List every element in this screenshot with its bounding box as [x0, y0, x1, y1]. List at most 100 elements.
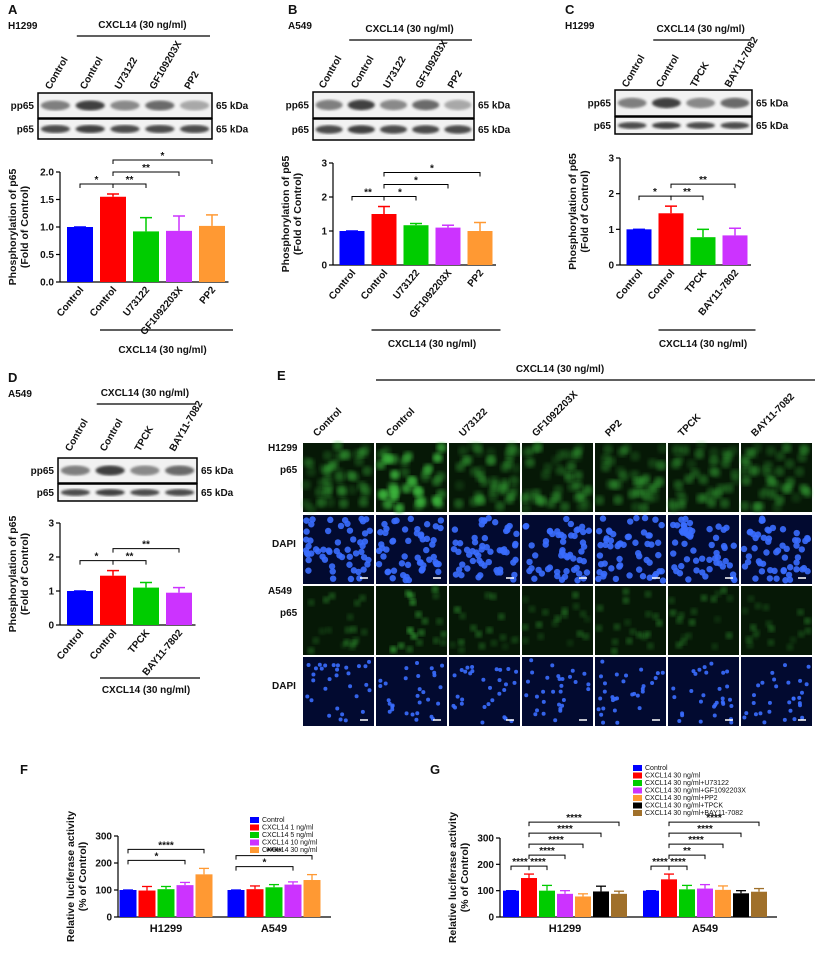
nucleus	[706, 556, 713, 563]
bar	[539, 890, 555, 917]
cell	[622, 588, 630, 596]
nucleus	[721, 544, 728, 552]
x-tick-label: TPCK	[683, 267, 709, 296]
nucleus	[337, 522, 345, 530]
nucleus	[432, 670, 437, 675]
nucleus	[323, 686, 328, 691]
cell	[301, 456, 312, 467]
nucleus	[402, 576, 409, 584]
nucleus	[475, 552, 482, 559]
nucleus	[693, 567, 700, 574]
x-tick-label: PP2	[466, 268, 487, 290]
nucleus	[626, 572, 633, 579]
significance-label: ****	[652, 857, 668, 868]
blot-size-label: 65 kDa	[201, 488, 234, 499]
blot-size-label: 65 kDa	[216, 125, 249, 136]
nucleus	[426, 697, 431, 702]
nucleus	[595, 575, 602, 583]
cell	[551, 619, 559, 627]
error-bar	[736, 890, 746, 894]
nucleus	[655, 671, 660, 676]
nucleus	[323, 663, 328, 668]
cell	[571, 591, 579, 599]
nucleus	[390, 703, 395, 708]
nucleus	[452, 673, 457, 678]
significance-label: **	[683, 187, 691, 198]
blot-band	[130, 489, 160, 496]
y-tick-label: 0	[48, 621, 54, 632]
nucleus	[560, 677, 565, 682]
nucleus	[636, 552, 643, 560]
legend-label: Control	[262, 817, 285, 824]
lane-label: Control	[63, 417, 90, 453]
bar	[661, 879, 677, 917]
nucleus	[309, 516, 316, 523]
cell	[645, 484, 656, 495]
significance-label: **	[142, 163, 150, 174]
blot-band	[179, 125, 210, 133]
nucleus	[480, 720, 485, 725]
cell	[668, 597, 676, 605]
lane-label: GF109203X	[414, 38, 451, 90]
cell	[423, 463, 434, 474]
row-stain: p65	[280, 608, 298, 619]
cell	[751, 502, 762, 513]
cell	[339, 449, 350, 460]
cell	[350, 625, 358, 633]
nucleus	[713, 549, 720, 557]
nucleus	[767, 700, 772, 705]
nucleus	[685, 576, 692, 583]
cell	[572, 480, 583, 491]
error-bar	[729, 227, 741, 236]
significance-label: **	[699, 175, 707, 186]
nucleus	[714, 700, 719, 705]
nucleus	[553, 568, 561, 576]
nucleus	[399, 571, 407, 579]
micrograph	[449, 441, 522, 512]
nucleus	[605, 527, 613, 534]
cell	[741, 475, 752, 486]
bracket-line	[668, 854, 706, 860]
nucleus	[533, 712, 538, 717]
nucleus	[359, 518, 367, 525]
nucleus	[635, 693, 640, 698]
nucleus	[598, 696, 603, 701]
column-label: PP2	[603, 418, 624, 439]
micrograph	[522, 657, 593, 726]
nucleus	[403, 676, 408, 681]
x-tick-label: Control	[55, 285, 86, 319]
blot-size-label: 65 kDa	[478, 101, 511, 112]
nucleus	[599, 712, 604, 717]
cell	[730, 475, 741, 486]
significance-label: ****	[158, 840, 174, 851]
bracket-line	[528, 854, 566, 860]
bar	[100, 196, 126, 282]
cell	[357, 481, 368, 492]
nucleus	[637, 706, 642, 711]
cell	[566, 461, 577, 472]
bracket-line	[112, 183, 147, 188]
nucleus	[382, 529, 389, 537]
nucleus	[553, 718, 558, 723]
blot-band	[40, 100, 71, 111]
significance-label: ****	[566, 813, 582, 824]
nucleus	[398, 560, 406, 567]
cell	[484, 591, 492, 599]
nucleus	[451, 526, 459, 533]
nucleus	[745, 553, 753, 560]
nucleus	[774, 684, 779, 689]
imaging-header: CXCL14 (30 ng/ml)	[516, 364, 604, 375]
cell	[449, 641, 457, 649]
cell	[340, 641, 348, 649]
cell	[625, 637, 633, 645]
cell	[800, 444, 811, 455]
nucleus	[532, 552, 539, 559]
nucleus	[485, 558, 492, 566]
nucleus	[541, 699, 546, 704]
nucleus	[612, 708, 617, 713]
y-tick-label: 3	[48, 519, 54, 530]
cell	[360, 628, 368, 636]
x-tick-label: U73122	[121, 285, 152, 319]
blot-band	[315, 125, 343, 134]
nucleus	[343, 718, 348, 723]
